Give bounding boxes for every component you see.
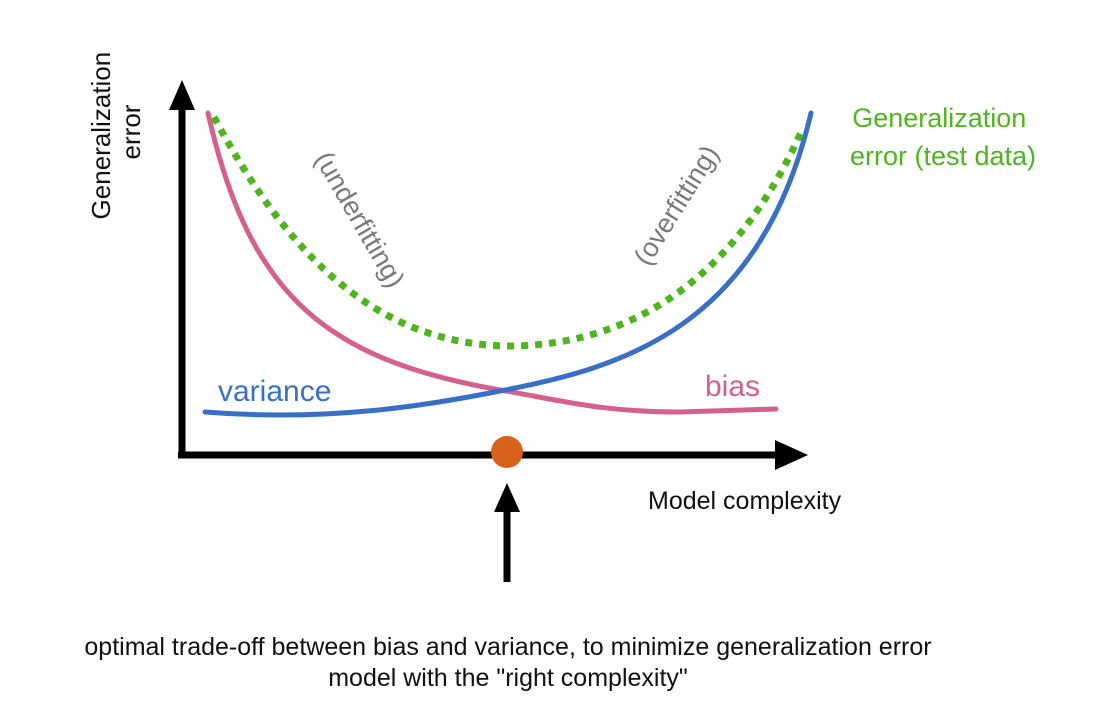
x-axis-arrowhead [775, 440, 808, 470]
y-axis-label: Generalization error [86, 45, 146, 220]
bias-curve [205, 110, 779, 415]
variance-curve [202, 110, 814, 418]
bias-label: bias [705, 370, 760, 403]
y-axis-label-line1: Generalization [86, 52, 116, 220]
optimum-marker [491, 436, 523, 468]
x-axis-label: Model complexity [648, 487, 842, 515]
test-error-curve [210, 115, 806, 350]
optimum-pointer-arrowhead [494, 483, 520, 512]
variance-label: variance [218, 375, 331, 408]
test-error-label-line1: Generalization [852, 103, 1026, 133]
test-error-label-line2: error (test data) [850, 141, 1036, 171]
test-error-label: Generalization error (test data) [850, 103, 1036, 171]
y-axis-arrowhead [169, 80, 195, 110]
overfitting-label: (overfitting) [628, 140, 725, 270]
underfitting-label: (underfitting) [309, 146, 411, 292]
caption-line-1: optimal trade-off between bias and varia… [84, 633, 932, 661]
y-axis-label-line2: error [116, 104, 146, 159]
caption-line-2: model with the "right complexity" [328, 664, 688, 692]
